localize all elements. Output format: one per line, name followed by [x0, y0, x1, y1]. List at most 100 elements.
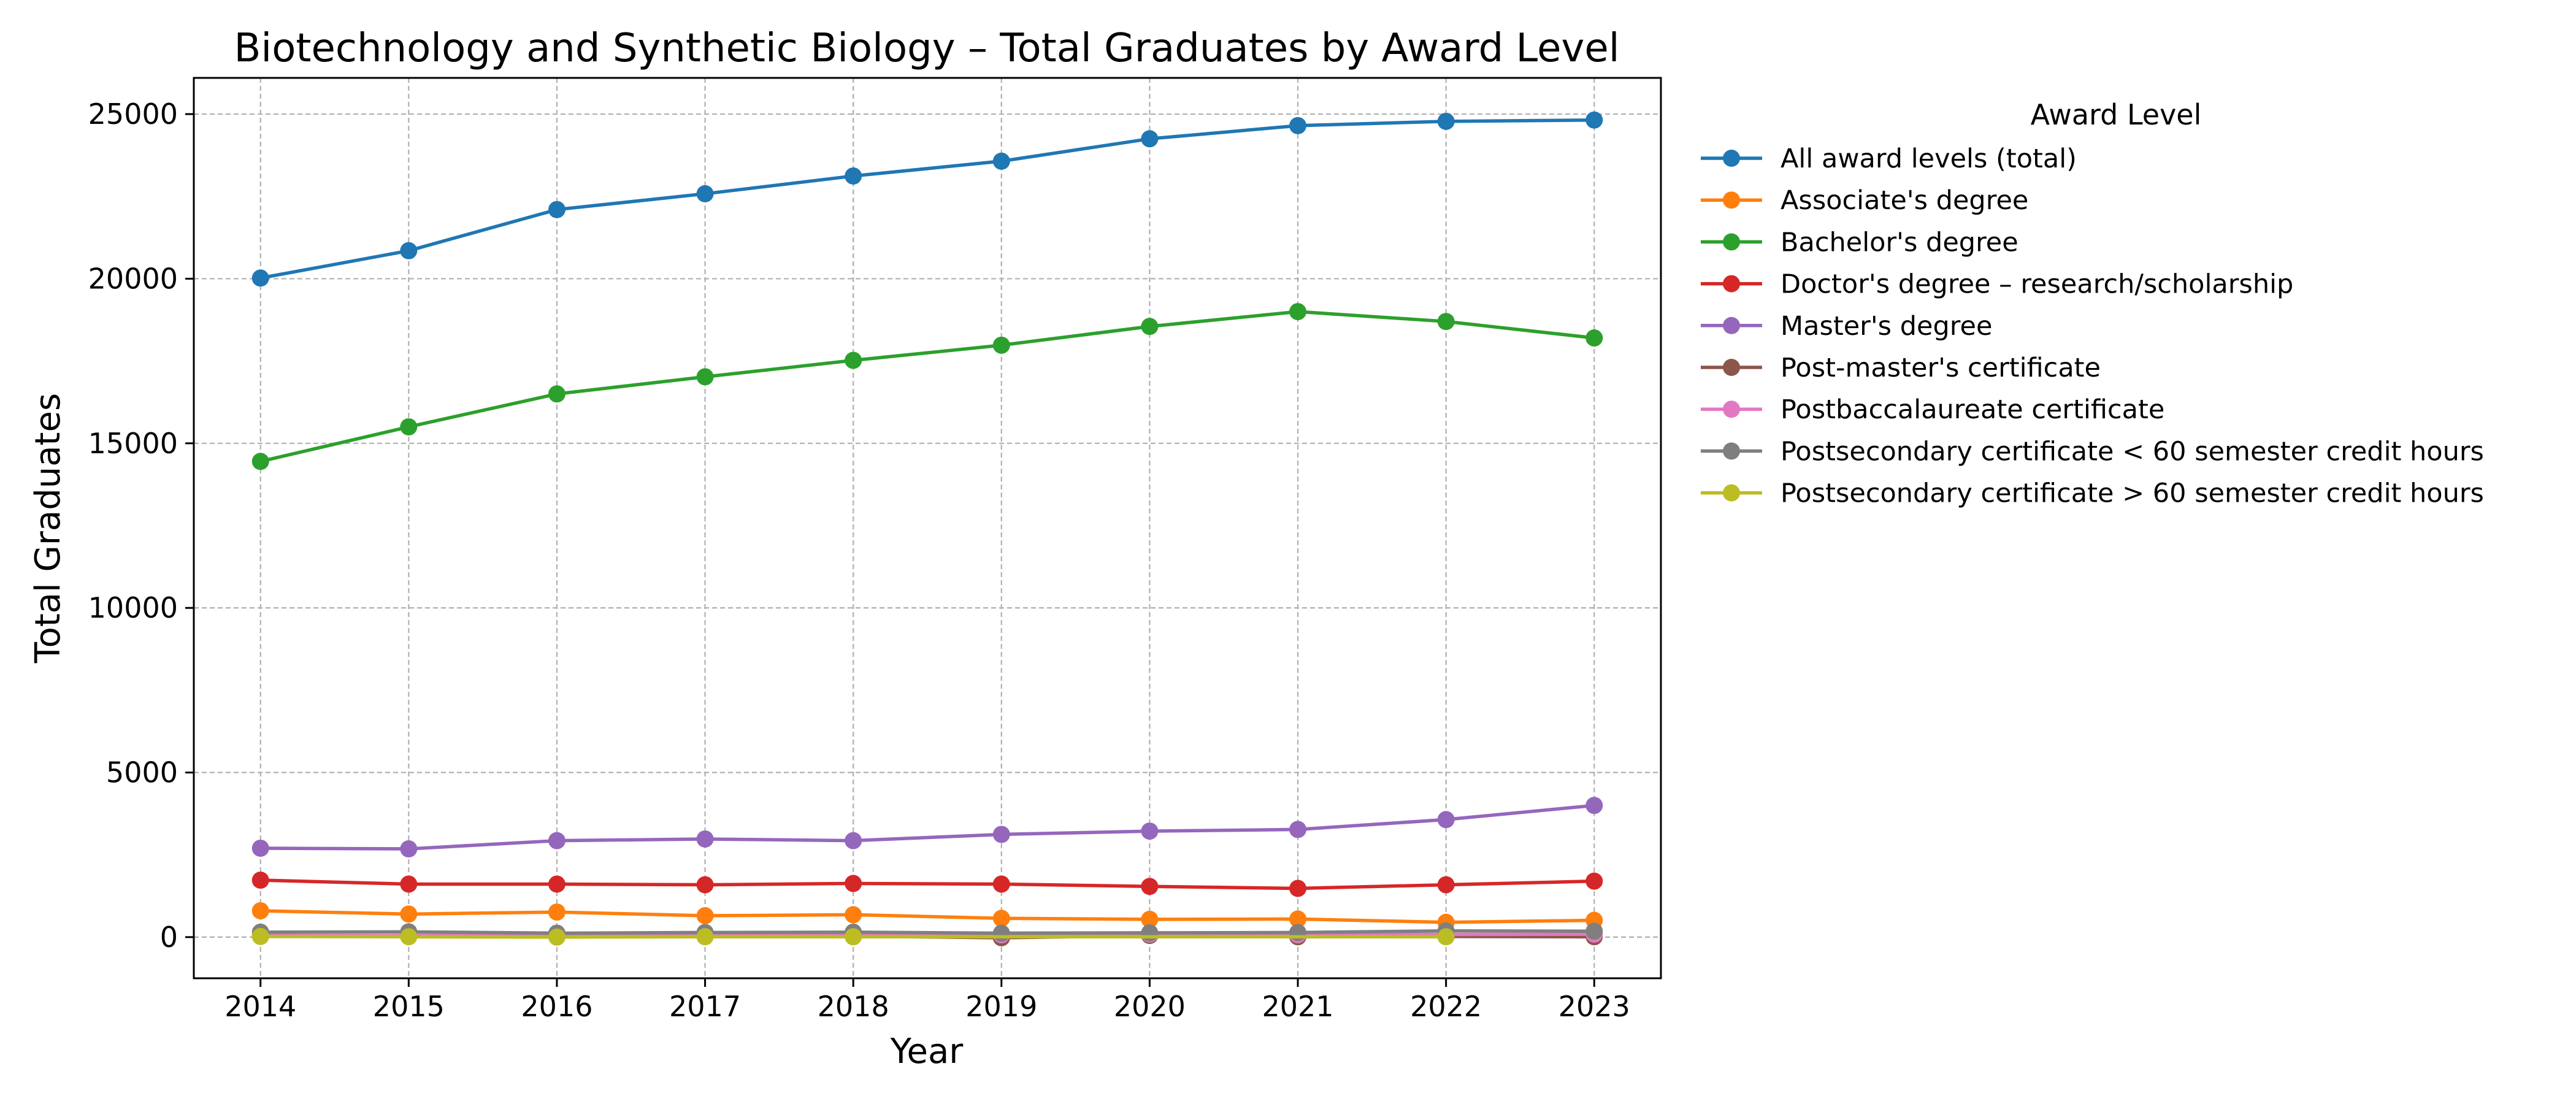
- series-lines: [251, 111, 1603, 946]
- legend-marker: [1723, 442, 1740, 460]
- data-point: [548, 928, 565, 946]
- legend-label: Postbaccalaureate certificate: [1781, 394, 2164, 425]
- series-line: [260, 878, 1595, 891]
- y-tick-label: 20000: [88, 262, 178, 295]
- data-point: [1141, 878, 1159, 895]
- legend-entry: Associate's degree: [1701, 185, 2028, 216]
- data-point: [1289, 117, 1307, 134]
- data-point: [992, 924, 1010, 942]
- data-point: [992, 152, 1010, 170]
- data-point: [696, 907, 714, 925]
- data-point: [845, 906, 862, 924]
- data-point: [1289, 303, 1307, 321]
- series: [251, 111, 1603, 287]
- legend-marker: [1723, 233, 1740, 251]
- data-point: [1141, 130, 1159, 148]
- data-point: [1437, 811, 1455, 829]
- y-axis-label: Total Graduates: [28, 393, 68, 664]
- data-point: [400, 242, 418, 259]
- legend-marker: [1723, 191, 1740, 209]
- data-point: [1585, 797, 1603, 815]
- y-tick-label: 5000: [106, 756, 178, 789]
- x-axis-label: Year: [890, 1032, 964, 1071]
- plot-frame: [193, 77, 1662, 979]
- data-point: [1437, 928, 1455, 946]
- data-point: [1289, 924, 1307, 941]
- data-point: [251, 872, 269, 889]
- data-point: [696, 368, 714, 386]
- data-point: [1289, 910, 1307, 928]
- legend-label: All award levels (total): [1781, 144, 2077, 174]
- data-point: [400, 905, 418, 923]
- data-point: [1437, 112, 1455, 130]
- data-point: [1141, 822, 1159, 840]
- x-tick-label: 2023: [1558, 990, 1630, 1023]
- data-point: [845, 167, 862, 185]
- legend-marker: [1723, 150, 1740, 167]
- data-point: [251, 839, 269, 857]
- series: [251, 927, 1455, 946]
- y-tick-label: 25000: [88, 98, 178, 131]
- data-point: [696, 185, 714, 202]
- data-point: [1141, 910, 1159, 928]
- data-point: [400, 418, 418, 435]
- data-point: [400, 840, 418, 858]
- y-axis-ticks: 0 5000 10000 15000 20000 25000: [88, 98, 194, 954]
- legend-entry: Post-master's certificate: [1701, 353, 2101, 383]
- data-point: [1141, 318, 1159, 335]
- legend-marker: [1723, 484, 1740, 502]
- y-tick-label: 10000: [88, 591, 178, 624]
- legend-entry: All award levels (total): [1701, 144, 2077, 174]
- data-point: [1289, 880, 1307, 897]
- legend-marker: [1723, 316, 1740, 334]
- legend-marker: [1723, 401, 1740, 418]
- data-point: [548, 875, 565, 893]
- legend-label: Bachelor's degree: [1781, 227, 2018, 258]
- data-point: [1585, 329, 1603, 347]
- data-point: [696, 876, 714, 894]
- data-point: [1585, 111, 1603, 129]
- series: [251, 872, 1603, 897]
- legend-entry: Postsecondary certificate > 60 semester …: [1701, 478, 2484, 509]
- series-line: [260, 310, 1595, 463]
- legend-label: Postsecondary certificate > 60 semester …: [1781, 478, 2484, 509]
- x-tick-label: 2017: [669, 990, 741, 1023]
- data-point: [1289, 821, 1307, 838]
- data-point: [400, 928, 418, 946]
- data-point: [548, 832, 565, 849]
- data-point: [845, 351, 862, 369]
- x-tick-label: 2020: [1114, 990, 1186, 1023]
- legend-label: Associate's degree: [1781, 185, 2028, 216]
- legend-entries: All award levels (total) Associate's degr…: [1701, 144, 2484, 509]
- data-point: [992, 826, 1010, 843]
- x-tick-label: 2014: [224, 990, 296, 1023]
- legend-entry: Doctor's degree – research/scholarship: [1701, 269, 2293, 300]
- data-point: [845, 928, 862, 946]
- x-tick-label: 2018: [818, 990, 889, 1023]
- legend-entry: Bachelor's degree: [1701, 227, 2018, 258]
- data-point: [845, 832, 862, 849]
- x-tick-label: 2019: [965, 990, 1037, 1023]
- legend-title: Award Level: [2031, 98, 2202, 131]
- x-tick-label: 2022: [1410, 990, 1482, 1023]
- data-point: [548, 903, 565, 921]
- series: [251, 303, 1603, 470]
- data-point: [992, 336, 1010, 354]
- series: [251, 797, 1603, 858]
- legend-entry: Postsecondary certificate < 60 semester …: [1701, 436, 2484, 467]
- data-point: [845, 875, 862, 892]
- legend-label: Postsecondary certificate < 60 semester …: [1781, 436, 2484, 467]
- data-point: [696, 928, 714, 946]
- data-point: [251, 902, 269, 919]
- chart-title: Biotechnology and Synthetic Biology – To…: [234, 26, 1620, 71]
- data-point: [251, 269, 269, 287]
- data-point: [548, 201, 565, 218]
- x-axis-ticks: 2014 2015 2016 2017 2018 2019 2020 2021 2022 2023: [224, 978, 1630, 1023]
- data-point: [251, 927, 269, 945]
- data-point: [548, 385, 565, 403]
- legend-entry: Postbaccalaureate certificate: [1701, 394, 2164, 425]
- series-line: [260, 929, 1595, 935]
- data-point: [1141, 924, 1159, 941]
- data-point: [1437, 313, 1455, 331]
